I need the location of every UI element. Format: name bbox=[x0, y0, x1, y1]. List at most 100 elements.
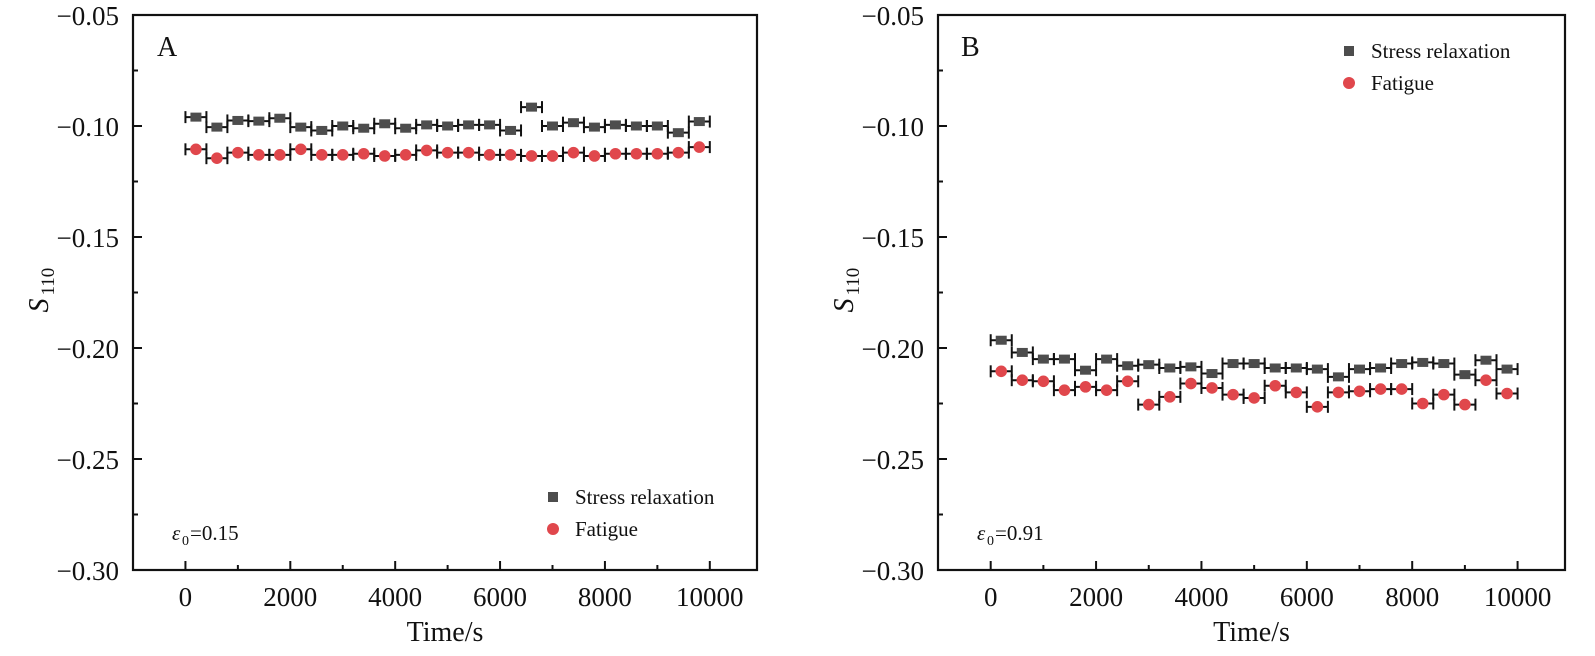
data-point-stress-relaxation bbox=[1332, 372, 1344, 382]
data-point-stress-relaxation bbox=[651, 121, 663, 131]
y-tick-label: −0.10 bbox=[862, 112, 924, 142]
data-point-fatigue bbox=[232, 146, 244, 159]
y-tick-label: −0.05 bbox=[57, 1, 119, 31]
data-point-stress-relaxation bbox=[567, 118, 579, 128]
data-point-stress-relaxation bbox=[358, 123, 370, 133]
data-point-fatigue bbox=[546, 150, 559, 162]
data-point-stress-relaxation bbox=[1164, 363, 1176, 373]
data-point-fatigue bbox=[1016, 374, 1029, 386]
data-point-stress-relaxation bbox=[1290, 363, 1302, 373]
data-point-fatigue bbox=[1459, 398, 1471, 411]
data-point-stress-relaxation bbox=[526, 102, 538, 112]
data-point-stress-relaxation bbox=[1206, 369, 1218, 379]
data-point-stress-relaxation bbox=[1248, 359, 1260, 369]
data-point-fatigue bbox=[995, 365, 1008, 378]
data-point-fatigue bbox=[315, 149, 328, 161]
data-point-stress-relaxation bbox=[274, 113, 286, 123]
data-point-fatigue bbox=[441, 146, 454, 159]
x-tick-label: 8000 bbox=[578, 582, 632, 612]
legend-marker-stress-relaxation bbox=[1344, 46, 1354, 56]
y-tick-label: −0.25 bbox=[862, 445, 924, 475]
panel-a-strain-annotation: ε 0 =0.15 bbox=[172, 521, 239, 549]
strain-subscript: 0 bbox=[182, 534, 189, 549]
data-point-stress-relaxation bbox=[379, 119, 391, 129]
x-tick-label: 6000 bbox=[473, 582, 527, 612]
data-point-fatigue bbox=[651, 147, 664, 160]
data-point-stress-relaxation bbox=[672, 128, 684, 138]
data-point-stress-relaxation bbox=[1354, 364, 1366, 374]
data-point-fatigue bbox=[357, 147, 370, 160]
data-point-fatigue bbox=[504, 149, 517, 161]
data-point-fatigue bbox=[1290, 386, 1303, 399]
panel-b-y-axis-title-sub: 110 bbox=[843, 268, 864, 296]
data-point-stress-relaxation bbox=[190, 112, 202, 122]
data-point-stress-relaxation bbox=[1459, 370, 1471, 380]
y-tick-label: −0.20 bbox=[862, 334, 924, 364]
panel-a-y-axis-title-sub: 110 bbox=[38, 268, 59, 296]
strain-symbol: ε bbox=[172, 521, 181, 545]
data-point-fatigue bbox=[567, 146, 580, 159]
data-point-fatigue bbox=[1142, 398, 1155, 411]
data-point-stress-relaxation bbox=[546, 121, 558, 131]
data-point-fatigue bbox=[420, 144, 433, 157]
data-point-fatigue bbox=[609, 147, 622, 160]
panel-a: 0 2000 4000 6000 8000 10000 −0.30 −0.25 −0.20 −0.… bbox=[24, 1, 759, 648]
y-tick-label: −0.15 bbox=[862, 223, 924, 253]
data-point-fatigue bbox=[1206, 382, 1218, 394]
data-point-stress-relaxation bbox=[1480, 355, 1492, 365]
series-stress-relaxation bbox=[184, 101, 711, 139]
x-tick-label: 4000 bbox=[1174, 582, 1228, 612]
data-point-stress-relaxation bbox=[693, 117, 705, 127]
series-fatigue bbox=[989, 365, 1519, 413]
data-point-stress-relaxation bbox=[1143, 360, 1155, 370]
data-point-stress-relaxation bbox=[588, 122, 600, 132]
data-point-fatigue bbox=[1248, 392, 1260, 404]
y-tick-label: −0.15 bbox=[57, 223, 119, 253]
data-point-stress-relaxation bbox=[1016, 347, 1028, 357]
legend-label-stress-relaxation: Stress relaxation bbox=[1371, 39, 1511, 63]
legend-marker-fatigue bbox=[1343, 77, 1355, 89]
legend-marker-stress-relaxation bbox=[548, 492, 558, 502]
data-point-fatigue bbox=[525, 150, 538, 162]
data-point-fatigue bbox=[274, 149, 286, 161]
data-point-stress-relaxation bbox=[1269, 363, 1281, 373]
panel-b-legend: Stress relaxation Fatigue bbox=[1343, 39, 1511, 95]
data-point-fatigue bbox=[1311, 401, 1324, 413]
data-point-fatigue bbox=[1269, 379, 1282, 392]
x-tick-label: 0 bbox=[179, 582, 193, 612]
data-point-fatigue bbox=[1480, 374, 1492, 386]
series-stress-relaxation bbox=[989, 334, 1519, 383]
strain-symbol: ε bbox=[977, 521, 986, 545]
data-point-fatigue bbox=[1058, 384, 1071, 396]
data-point-stress-relaxation bbox=[253, 116, 265, 126]
data-point-fatigue bbox=[399, 149, 412, 161]
data-point-stress-relaxation bbox=[995, 335, 1007, 345]
data-point-stress-relaxation bbox=[211, 122, 223, 132]
data-point-fatigue bbox=[1079, 381, 1092, 393]
data-point-fatigue bbox=[1164, 391, 1176, 403]
legend-marker-fatigue bbox=[547, 523, 559, 535]
data-point-fatigue bbox=[483, 149, 496, 161]
data-point-fatigue bbox=[378, 150, 391, 162]
data-point-stress-relaxation bbox=[505, 125, 517, 135]
data-point-stress-relaxation bbox=[1501, 364, 1513, 374]
panel-b-strain-annotation: ε 0 =0.91 bbox=[977, 521, 1044, 549]
data-point-stress-relaxation bbox=[1375, 363, 1387, 373]
panel-a-y-axis-title: S 110 bbox=[24, 268, 59, 313]
data-point-stress-relaxation bbox=[1037, 354, 1049, 364]
data-point-fatigue bbox=[1037, 375, 1050, 388]
data-point-fatigue bbox=[1100, 384, 1113, 396]
data-point-stress-relaxation bbox=[463, 120, 475, 130]
panel-a-legend: Stress relaxation Fatigue bbox=[547, 485, 715, 541]
strain-value: =0.91 bbox=[995, 521, 1044, 545]
y-tick-label: −0.30 bbox=[862, 556, 924, 586]
data-point-stress-relaxation bbox=[421, 120, 433, 130]
data-point-stress-relaxation bbox=[1080, 365, 1092, 375]
data-point-fatigue bbox=[294, 143, 307, 156]
data-point-fatigue bbox=[1395, 383, 1408, 395]
x-tick-label: 4000 bbox=[368, 582, 422, 612]
x-tick-label: 0 bbox=[984, 582, 998, 612]
y-tick-label: −0.05 bbox=[862, 1, 924, 31]
data-point-stress-relaxation bbox=[1417, 357, 1429, 367]
